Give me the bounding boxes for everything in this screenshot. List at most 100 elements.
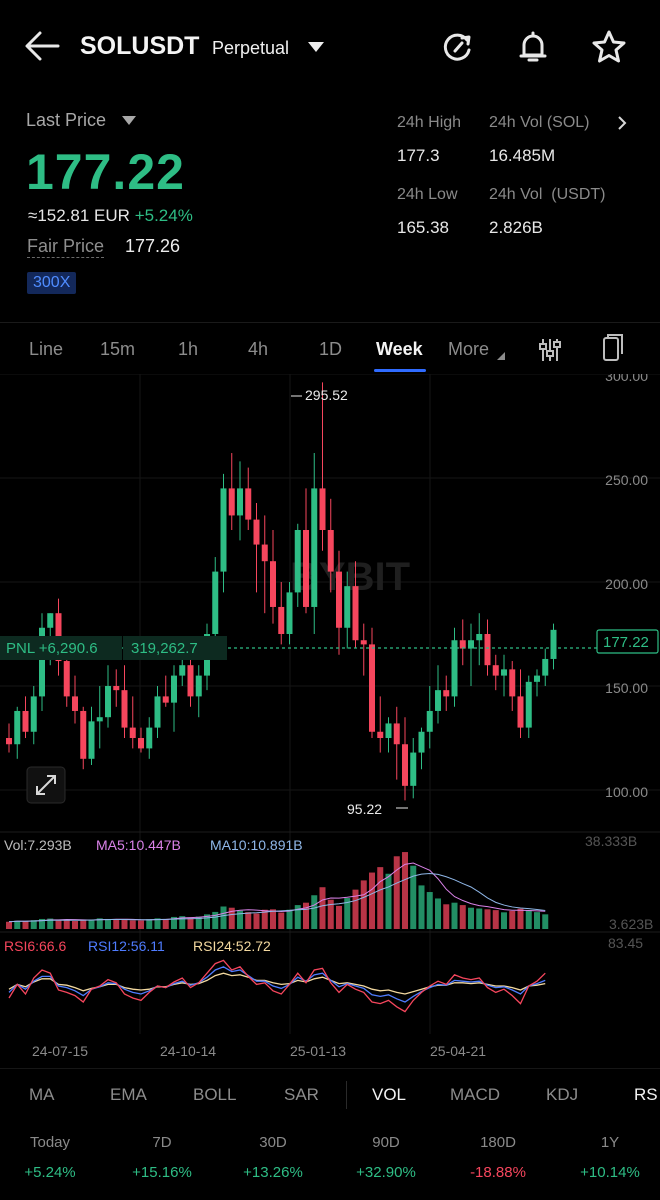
tab-week[interactable]: Week (376, 339, 423, 359)
volume-bar (212, 911, 219, 929)
leverage-badge: 300X (27, 272, 77, 294)
divider (0, 322, 660, 323)
fullscreen-button[interactable] (26, 766, 66, 804)
indicator-kdj[interactable]: KDJ (546, 1085, 579, 1104)
perf-label-7d: 7D (152, 1134, 172, 1151)
fair-price-label[interactable]: Fair Price (27, 236, 105, 258)
symbol-title[interactable]: SOLUSDT (80, 32, 200, 60)
position-size-badge[interactable] (123, 636, 227, 660)
volume-bar (121, 919, 128, 929)
volume-bar (492, 910, 499, 929)
volume-bar (270, 909, 276, 929)
symbol-dropdown-icon[interactable] (308, 42, 324, 52)
tab-15m[interactable]: 15m (100, 339, 136, 359)
volume-bar (96, 918, 103, 929)
tab-4h[interactable]: 4h (248, 339, 269, 359)
back-arrow-icon[interactable] (22, 28, 62, 64)
refresh-icon[interactable] (438, 28, 476, 66)
contract-type[interactable]: Perpetual (212, 38, 290, 58)
candle-body (402, 744, 408, 786)
rsi24-legend: RSI24:52.72 (193, 938, 271, 954)
tab-more[interactable]: More (448, 339, 490, 359)
candle-body (484, 634, 491, 666)
active-tab-indicator (374, 369, 426, 372)
candle-body (22, 710, 29, 732)
indicator-sar[interactable]: SAR (284, 1085, 319, 1104)
candle-body (311, 488, 318, 607)
vol-usdt-label: 24h Vol (USDT) (489, 186, 606, 203)
volume-bar (154, 918, 161, 929)
volume-bar (303, 902, 309, 929)
candle-body (195, 675, 202, 697)
current-price-tag (596, 629, 659, 654)
volume-bar (171, 916, 177, 929)
chevron-right-icon[interactable] (616, 116, 628, 130)
candle-body (393, 723, 400, 745)
volume-bar (6, 921, 12, 929)
indicator-macd[interactable]: MACD (450, 1085, 501, 1104)
volume-bar (476, 908, 483, 929)
volume-bar (72, 920, 78, 929)
volume-bar (138, 920, 144, 929)
candle-body (451, 640, 458, 697)
candle-body (369, 644, 375, 732)
vol-sol-label: 24h Vol (SOL) (489, 114, 590, 131)
perf-label-90d: 90D (372, 1134, 400, 1151)
candle-body (360, 640, 367, 645)
volume-bar (55, 920, 62, 929)
low-marker: 95.22 (347, 801, 408, 817)
volume-bar (63, 919, 70, 929)
candle-body (418, 731, 425, 753)
candle-body (509, 669, 516, 697)
candle-body (146, 727, 153, 749)
performance-row: Today +5.24% 7D +15.16% 30D +13.26% 90D … (0, 1122, 660, 1200)
tab-line[interactable]: Line (29, 339, 64, 359)
expand-icon (36, 775, 56, 795)
fiat-price-line: ≈152.81 EUR +5.24% (28, 206, 193, 226)
volume-bar (129, 920, 136, 929)
candle-body (476, 634, 483, 641)
indicator-rsi[interactable]: RS (634, 1085, 658, 1104)
volume-bar (443, 904, 450, 929)
perf-label-today: Today (29, 1134, 71, 1151)
perf-value-today: +5.24% (24, 1164, 76, 1181)
interval-tabs: Line 15m 1h 4h 1D Week More (0, 326, 660, 374)
current-price-label: 177.22 (603, 634, 649, 651)
volume-bar (484, 909, 491, 929)
last-price-label[interactable]: Last Price (26, 110, 107, 130)
volume-bar (451, 902, 458, 929)
volume-bar (534, 912, 540, 929)
volume-bar (187, 917, 194, 929)
tab-1d[interactable]: 1D (319, 339, 343, 359)
bell-icon[interactable] (514, 28, 552, 66)
indicator-boll[interactable]: BOLL (193, 1085, 237, 1104)
rotate-screen-icon[interactable] (598, 334, 626, 364)
volume-bar (426, 892, 433, 929)
vol-sol-value: 16.485M (489, 146, 556, 165)
price-type-dropdown-icon[interactable] (122, 116, 136, 125)
indicator-ema[interactable]: EMA (110, 1085, 147, 1104)
candle-body (385, 723, 392, 738)
volume-bar (14, 920, 21, 929)
star-icon[interactable] (590, 28, 628, 66)
y-tick-label: 100.00 (605, 784, 648, 800)
candle-body (30, 696, 37, 732)
candle-body (72, 696, 78, 711)
indicator-ma[interactable]: MA (29, 1085, 55, 1104)
x-tick-3: 25-01-13 (290, 1043, 346, 1059)
indicator-divider (346, 1081, 347, 1109)
price-change: +5.24% (134, 206, 193, 225)
tab-1h[interactable]: 1h (178, 339, 199, 359)
pnl-badge[interactable] (0, 636, 122, 660)
y-tick-label: 200.00 (605, 576, 648, 592)
candle-body (517, 696, 524, 728)
indicator-vol[interactable]: VOL (372, 1085, 407, 1104)
volume-bar (278, 912, 285, 929)
y-tick-label: 250.00 (605, 472, 648, 488)
candle-body (96, 717, 103, 722)
perf-value-30d: +13.26% (243, 1164, 303, 1181)
rsi6-line (8, 959, 546, 1013)
candle-body (220, 488, 227, 572)
indicator-settings-icon[interactable] (536, 336, 564, 364)
